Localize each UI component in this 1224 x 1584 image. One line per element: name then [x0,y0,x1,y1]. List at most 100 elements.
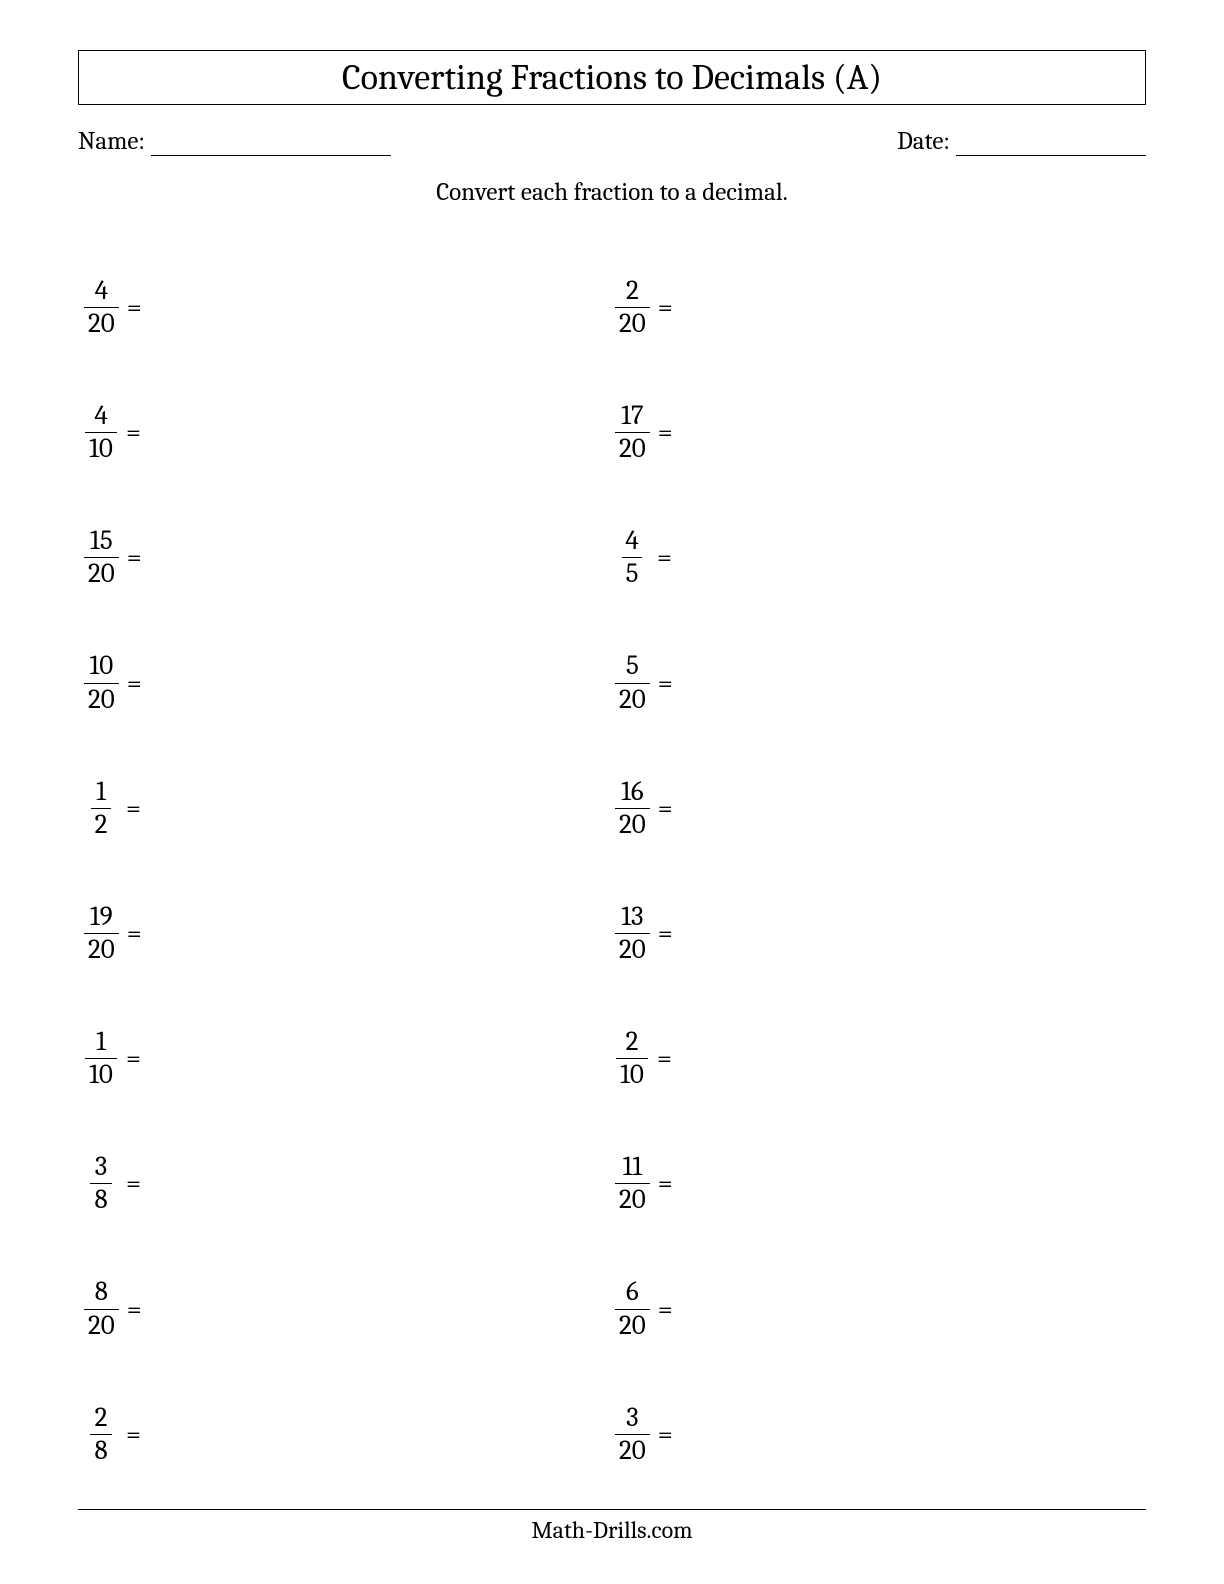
equals-sign: = [658,793,673,824]
problem: 110 = [84,996,615,1121]
denominator: 20 [84,307,119,339]
numerator: 5 [622,651,643,682]
name-field: Name: [78,127,391,156]
equals-sign: = [127,292,142,323]
problem: 38 = [84,1121,615,1246]
denominator: 2 [91,808,112,840]
numerator: 2 [91,1403,112,1434]
problem: 28= [84,1372,615,1497]
equals-sign: = [657,1043,672,1074]
denominator: 20 [84,683,119,715]
problem: 1320 = [615,871,1146,996]
denominator: 8 [90,1434,111,1466]
fraction: 620 [615,1277,650,1340]
fraction: 1720 [615,401,650,464]
denominator: 5 [622,557,643,589]
equals-sign: = [658,417,673,448]
problem: 420 = [84,245,615,370]
fraction: 1920 [84,902,119,965]
equals-sign: = [127,1294,142,1325]
fraction: 1320 [615,902,650,965]
numerator: 2 [622,1027,643,1058]
fraction: 28 [84,1403,118,1466]
name-blank[interactable] [151,132,391,156]
page-title: Converting Fractions to Decimals (A) [78,50,1146,105]
problem: 220 = [615,245,1146,370]
numerator: 16 [617,777,647,808]
equals-sign: = [126,1168,141,1199]
numerator: 1 [92,1027,110,1058]
problem: 620 = [615,1247,1146,1372]
numerator: 3 [91,1152,111,1183]
problem: 320 = [615,1372,1146,1497]
problem: 520= [615,621,1146,746]
equals-sign: = [658,918,673,949]
denominator: 20 [84,933,119,965]
problem: 1520 = [84,495,615,620]
numerator: 4 [91,276,112,307]
meta-row: Name: Date: [78,127,1146,156]
instruction-text: Convert each fraction to a decimal. [78,178,1146,207]
fraction: 12 [84,777,118,840]
denominator: 20 [615,683,650,715]
equals-sign: = [658,292,673,323]
problem: 12= [84,746,615,871]
numerator: 6 [622,1277,643,1308]
denominator: 10 [616,1058,648,1090]
problem: 1720 = [615,370,1146,495]
problem: 1620 = [615,746,1146,871]
equals-sign: = [127,918,142,949]
fraction: 110 [84,1027,118,1090]
numerator: 10 [85,651,117,682]
denominator: 20 [84,1309,119,1341]
equals-sign: = [127,542,142,573]
denominator: 20 [615,432,650,464]
problem: 45 = [615,495,1146,620]
fraction: 420 [84,276,119,339]
fraction: 410 [84,401,118,464]
equals-sign: = [658,1419,673,1450]
numerator: 3 [622,1403,642,1434]
problem: 410 = [84,370,615,495]
fraction: 210 [615,1027,649,1090]
fraction: 1020 [84,651,119,714]
equals-sign: = [126,417,141,448]
numerator: 8 [91,1277,112,1308]
fraction: 1620 [615,777,650,840]
denominator: 20 [615,307,650,339]
problem: 1120 = [615,1121,1146,1246]
problem: 1020 = [84,621,615,746]
numerator: 1 [92,777,110,808]
equals-sign: = [126,1043,141,1074]
date-field: Date: [897,127,1146,156]
denominator: 20 [615,808,650,840]
name-label: Name: [78,127,145,156]
fraction: 320 [615,1403,650,1466]
fraction: 220 [615,276,650,339]
date-blank[interactable] [956,132,1146,156]
equals-sign: = [658,1294,673,1325]
equals-sign: = [657,542,672,573]
date-label: Date: [897,127,950,156]
denominator: 10 [85,1058,117,1090]
numerator: 4 [621,526,642,557]
numerator: 4 [90,401,111,432]
denominator: 20 [615,933,650,965]
numerator: 13 [617,902,647,933]
denominator: 8 [90,1183,111,1215]
problem: 820 = [84,1247,615,1372]
numerator: 2 [622,276,643,307]
fraction: 1120 [615,1152,650,1215]
fraction: 820 [84,1277,119,1340]
fraction: 520 [615,651,650,714]
equals-sign: = [658,1168,673,1199]
fraction: 1520 [84,526,119,589]
problems-grid: 420=220=410=1720=1520=45=1020=520=12=162… [78,245,1146,1497]
fraction: 45 [615,526,649,589]
equals-sign: = [127,668,142,699]
denominator: 10 [85,432,117,464]
problem: 210 = [615,996,1146,1121]
denominator: 20 [615,1434,650,1466]
denominator: 20 [615,1183,650,1215]
denominator: 20 [615,1309,650,1341]
